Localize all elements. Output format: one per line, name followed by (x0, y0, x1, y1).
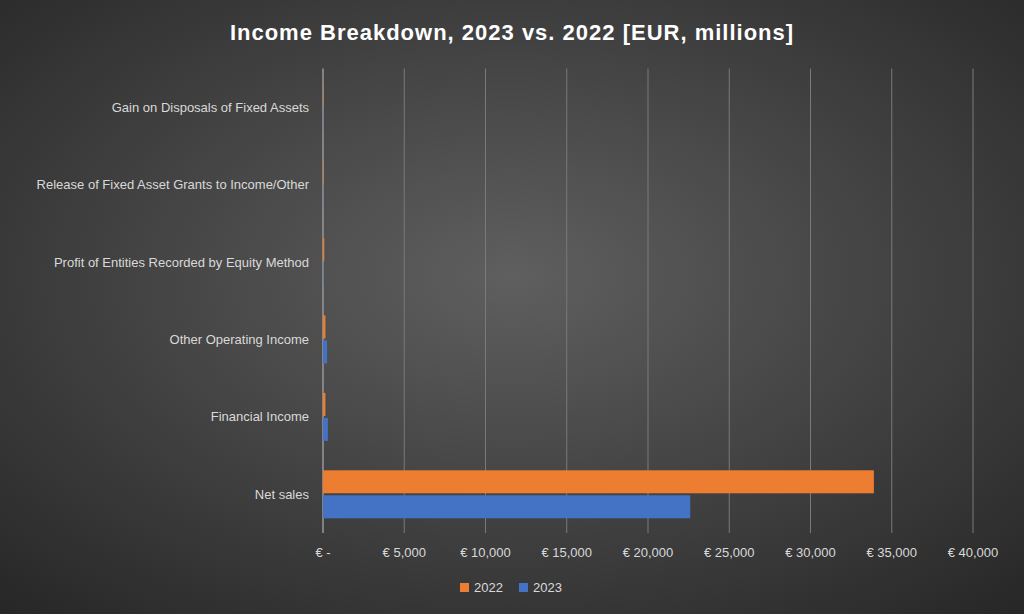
tick-label: € - (315, 545, 330, 560)
category-label: Release of Fixed Asset Grants to Income/… (37, 177, 310, 192)
tick-label: € 30,000 (785, 545, 836, 560)
bar (323, 238, 324, 261)
bar (323, 161, 324, 184)
bar (323, 263, 324, 286)
bar (323, 418, 328, 441)
bar (323, 393, 325, 416)
grid-line (566, 69, 567, 534)
grid (323, 69, 973, 534)
legend-swatch (460, 583, 469, 592)
bar (323, 83, 324, 106)
tick-label: € 10,000 (460, 545, 511, 560)
category-label: Profit of Entities Recorded by Equity Me… (54, 255, 309, 270)
legend-label: 2023 (533, 580, 562, 595)
tick-label: € 5,000 (383, 545, 426, 560)
background (0, 0, 1024, 614)
category-label: Net sales (255, 487, 310, 502)
axis-line (323, 69, 324, 534)
legend: 2022 2023 (460, 580, 562, 595)
bars (323, 83, 874, 518)
bar (323, 315, 325, 338)
grid-line (404, 69, 405, 534)
grid-line (323, 69, 324, 534)
category-label: Other Operating Income (170, 332, 309, 347)
grid-line (648, 69, 649, 534)
chart: Income Breakdown, 2023 vs. 2022 [EUR, mi… (0, 0, 1024, 614)
title: Income Breakdown, 2023 vs. 2022 [EUR, mi… (230, 20, 794, 45)
grid-line (891, 69, 892, 534)
tick-label: € 35,000 (866, 545, 917, 560)
bar (323, 186, 324, 209)
bar (323, 340, 327, 363)
tick-label: € 25,000 (704, 545, 755, 560)
legend-swatch (519, 583, 528, 592)
grid-line (973, 69, 974, 534)
category-label: Financial Income (211, 409, 309, 424)
tick-label: € 15,000 (541, 545, 592, 560)
grid-line (810, 69, 811, 534)
bar (323, 495, 690, 518)
grid-line (485, 69, 486, 534)
bar (323, 470, 874, 493)
category-label: Gain on Disposals of Fixed Assets (112, 100, 310, 115)
grid-line (729, 69, 730, 534)
tick-label: € 20,000 (623, 545, 674, 560)
tick-label: € 40,000 (948, 545, 999, 560)
legend-label: 2022 (474, 580, 503, 595)
bar (323, 108, 324, 131)
